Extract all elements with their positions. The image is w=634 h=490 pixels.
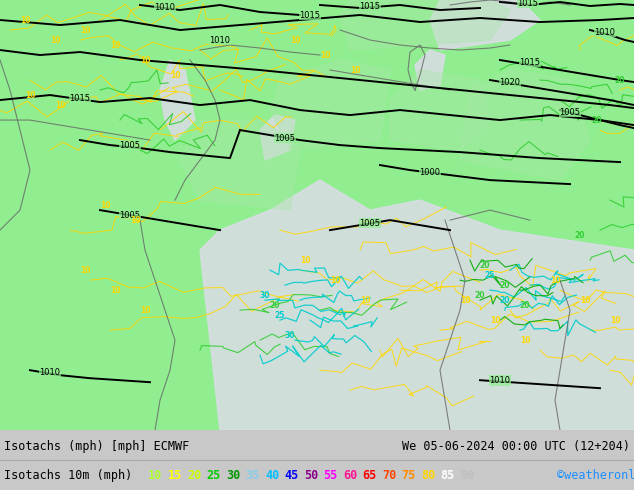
Text: 45: 45 — [285, 468, 299, 482]
Text: 1005: 1005 — [359, 219, 380, 228]
Text: 20: 20 — [500, 295, 510, 305]
Text: 20: 20 — [592, 116, 602, 124]
Polygon shape — [340, 0, 510, 50]
Text: 10: 10 — [110, 41, 120, 49]
Text: 1020: 1020 — [500, 77, 521, 87]
Text: 10: 10 — [520, 336, 530, 344]
Text: 1000: 1000 — [420, 168, 441, 176]
Text: 10: 10 — [55, 100, 65, 110]
Text: 10: 10 — [110, 286, 120, 294]
Text: 30: 30 — [226, 468, 240, 482]
Polygon shape — [460, 70, 590, 180]
Text: 20: 20 — [615, 75, 625, 85]
Text: 1010: 1010 — [595, 27, 616, 37]
Text: 30: 30 — [285, 331, 295, 340]
Text: 10: 10 — [350, 66, 360, 74]
Text: 10: 10 — [300, 256, 310, 265]
Text: 20: 20 — [575, 231, 585, 240]
Text: 10: 10 — [100, 200, 110, 210]
Text: 10: 10 — [148, 468, 162, 482]
Text: 90: 90 — [460, 468, 474, 482]
Text: 60: 60 — [343, 468, 357, 482]
Text: 1015: 1015 — [519, 57, 541, 67]
Text: 25: 25 — [207, 468, 221, 482]
Text: 10: 10 — [290, 35, 301, 45]
Text: 1015: 1015 — [299, 10, 321, 20]
Polygon shape — [200, 180, 634, 430]
Text: 20: 20 — [520, 301, 530, 310]
Text: 1015: 1015 — [70, 94, 91, 102]
Text: 10: 10 — [550, 276, 560, 285]
Text: 15: 15 — [167, 468, 182, 482]
Text: 20: 20 — [475, 291, 485, 300]
Text: 10: 10 — [330, 276, 340, 285]
Text: We 05-06-2024 00:00 UTC (12+204): We 05-06-2024 00:00 UTC (12+204) — [402, 440, 630, 453]
Text: 20: 20 — [480, 261, 490, 270]
Text: 10: 10 — [139, 306, 150, 315]
Text: 65: 65 — [363, 468, 377, 482]
Text: 1015: 1015 — [517, 0, 538, 7]
Text: 10: 10 — [20, 16, 30, 24]
Polygon shape — [430, 0, 540, 50]
Text: Isotachs 10m (mph): Isotachs 10m (mph) — [4, 468, 133, 482]
Text: 80: 80 — [421, 468, 436, 482]
Text: 1010: 1010 — [39, 368, 60, 377]
Text: 10: 10 — [320, 50, 330, 59]
Text: 10: 10 — [49, 35, 60, 45]
Text: 10: 10 — [610, 316, 620, 325]
Text: 10: 10 — [80, 25, 90, 34]
Text: 1010: 1010 — [209, 35, 231, 45]
Text: 25: 25 — [485, 270, 495, 280]
Polygon shape — [415, 50, 445, 90]
Text: 70: 70 — [382, 468, 396, 482]
Text: 20: 20 — [269, 301, 280, 310]
Text: 1010: 1010 — [155, 2, 176, 11]
Text: 1015: 1015 — [359, 1, 380, 10]
Polygon shape — [260, 115, 295, 160]
Text: 1005: 1005 — [119, 141, 141, 149]
Polygon shape — [270, 60, 390, 150]
Text: 10: 10 — [25, 91, 36, 99]
Text: 1005: 1005 — [119, 211, 141, 220]
Text: 1005: 1005 — [559, 108, 581, 117]
Text: 30: 30 — [260, 291, 270, 300]
Text: 10: 10 — [130, 216, 140, 224]
Text: 10: 10 — [489, 316, 500, 325]
Text: 85: 85 — [441, 468, 455, 482]
Text: 10: 10 — [579, 295, 590, 305]
Text: 20: 20 — [500, 281, 510, 290]
Text: 35: 35 — [245, 468, 260, 482]
Text: 25: 25 — [275, 311, 285, 319]
Text: 75: 75 — [401, 468, 416, 482]
Polygon shape — [160, 60, 195, 140]
Text: 10: 10 — [359, 295, 370, 305]
Polygon shape — [390, 70, 490, 150]
Text: 1005: 1005 — [275, 134, 295, 143]
Text: 1010: 1010 — [489, 376, 510, 385]
Text: 10: 10 — [139, 55, 150, 65]
Text: ©weatheronline.co.uk: ©weatheronline.co.uk — [557, 468, 634, 482]
Text: 55: 55 — [323, 468, 338, 482]
Text: 10: 10 — [460, 295, 470, 305]
Text: 50: 50 — [304, 468, 318, 482]
Text: 10: 10 — [80, 266, 90, 274]
Text: 20: 20 — [187, 468, 201, 482]
Text: Isotachs (mph) [mph] ECMWF: Isotachs (mph) [mph] ECMWF — [4, 440, 190, 453]
Text: 10: 10 — [170, 71, 180, 79]
Text: 40: 40 — [265, 468, 279, 482]
Polygon shape — [180, 120, 300, 210]
